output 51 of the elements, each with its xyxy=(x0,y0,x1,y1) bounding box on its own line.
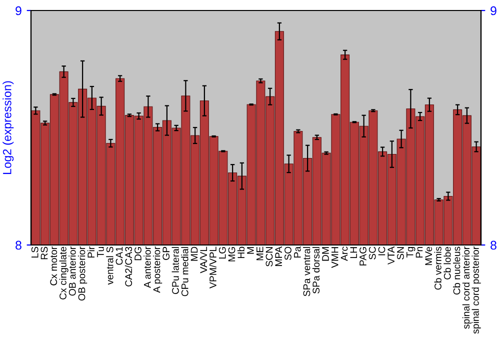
x-tick-label: LH xyxy=(350,247,357,258)
x-tick-label: RS xyxy=(40,246,48,260)
x-tick-label: MPA xyxy=(275,246,282,266)
x-tick-label: Cb vermis xyxy=(434,246,442,290)
y-axis-title: Log2 (expression) xyxy=(2,81,14,174)
x-tick-label: CPu medial xyxy=(181,247,188,296)
x-tick-label: MG xyxy=(228,247,236,262)
x-tick-label: SCN xyxy=(266,247,273,266)
x-tick-label: CA1 xyxy=(116,246,123,265)
x-tick-label: Pn xyxy=(416,247,423,258)
x-tick-label: PAG xyxy=(360,247,366,266)
x-tick-label: CA2/CA3 xyxy=(124,246,132,286)
y2-tick-label: 9 xyxy=(490,6,496,16)
x-tick-label: SN xyxy=(397,247,404,260)
x-tick-label: Pir xyxy=(87,246,94,258)
x-tick-label: Arc xyxy=(340,246,348,261)
x-tick-label: CPu lateral xyxy=(172,247,179,294)
x-tick-label: VA/VL xyxy=(200,246,208,274)
x-tick-label: M xyxy=(247,247,254,254)
x-tick-label: SPa dorsal xyxy=(312,247,320,294)
x-tick-label: spinal cord anterior xyxy=(462,246,472,329)
x-tick-label: DM xyxy=(322,247,329,261)
x-tick-label: OB posterior xyxy=(78,246,88,300)
x-tick-label: Pa xyxy=(294,246,301,258)
x-tick-label: DG xyxy=(134,247,142,260)
x-tick-label: SC xyxy=(368,246,376,260)
x-tick-label: MD xyxy=(190,246,198,261)
x-tick-label: Cb lobe xyxy=(444,246,451,280)
x-tick-label: A posterior xyxy=(153,246,162,293)
x-tick-label: Cx motor xyxy=(50,246,58,286)
x-tick-label: OB anterior xyxy=(68,246,76,296)
x-tick-label: MVe xyxy=(425,246,432,266)
x-tick-label: IC xyxy=(378,246,386,256)
x-tick-label: VPM/VPL xyxy=(209,246,216,288)
x-tick-label: LG xyxy=(218,247,226,259)
x-tick-label: VMH xyxy=(332,247,338,268)
x-tick-label: SPa ventral xyxy=(303,247,310,296)
x-tick-label: SO xyxy=(284,246,292,260)
x-tick-label: VTA xyxy=(388,246,394,265)
x-tick-label: ME xyxy=(256,246,264,260)
x-tick-label: Cb nucleus xyxy=(453,246,460,295)
x-tick-label: A anterior xyxy=(144,246,151,288)
x-tick-label: GP xyxy=(162,246,170,260)
x-tick-label: LS xyxy=(31,246,38,258)
x-tick-label: Cx cingulate xyxy=(59,246,68,300)
x-tick-label: Tg xyxy=(406,247,416,258)
x-tick-label: Tu xyxy=(97,247,104,258)
y2-tick-label: 8 xyxy=(490,240,496,250)
x-tick-label: Hb xyxy=(237,246,245,258)
x-tick-label: spinal cord posterior xyxy=(472,246,481,334)
x-tick-label: ventral S xyxy=(106,246,114,285)
